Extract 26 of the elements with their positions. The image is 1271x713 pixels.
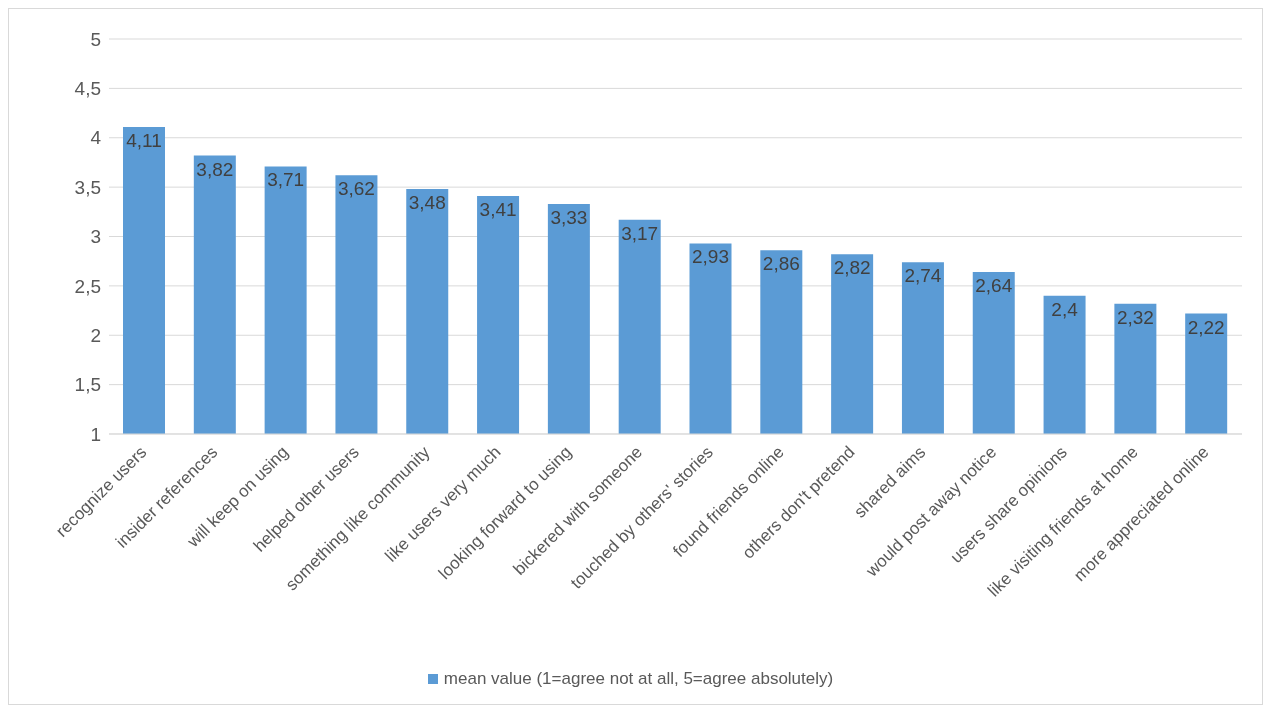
data-label: 2,4 [1051, 298, 1079, 320]
y-tick-label: 2,5 [74, 275, 101, 297]
data-label: 3,33 [550, 206, 588, 228]
data-label: 2,22 [1187, 316, 1225, 338]
data-label: 2,32 [1116, 306, 1154, 328]
data-label: 3,82 [196, 158, 234, 180]
data-label: 4,11 [126, 129, 162, 151]
y-tick-label: 1 [90, 423, 101, 445]
data-label: 3,62 [337, 178, 375, 200]
y-tick-label: 4 [90, 127, 102, 149]
data-label: 2,93 [692, 246, 729, 268]
data-label: 2,74 [904, 265, 942, 287]
y-tick-label: 5 [90, 28, 101, 50]
data-label: 2,86 [762, 253, 800, 275]
data-label: 3,17 [621, 222, 659, 244]
y-tick-label: 3 [90, 226, 101, 248]
y-tick-label: 1,5 [74, 374, 101, 396]
legend-label: mean value (1=agree not at all, 5=agree absolutely) [443, 669, 834, 689]
y-tick-label: 4,5 [74, 78, 101, 100]
y-tick-label: 3,5 [74, 176, 101, 198]
y-tick-label: 2 [90, 324, 101, 346]
data-label: 2,64 [975, 275, 1013, 297]
data-label: 3,41 [479, 199, 517, 221]
data-label: 3,48 [408, 192, 446, 214]
data-label: 2,82 [833, 257, 871, 279]
data-label: 3,71 [267, 169, 305, 191]
